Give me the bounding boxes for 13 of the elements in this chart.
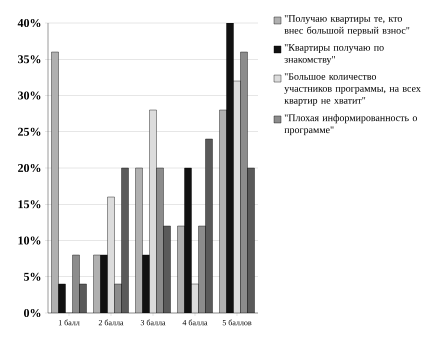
y-tick-label: 30% xyxy=(18,91,40,100)
legend-label: "Получаю квартиры те, кто внес большой первый взнос" xyxy=(284,15,410,36)
legend-label: "Плохая информированность о программе" xyxy=(284,114,417,136)
y-tick-label: 0% xyxy=(24,308,40,318)
y-tick-label: 10% xyxy=(18,236,40,245)
y-tick-label: 40% xyxy=(18,18,40,28)
legend-label: "Большое количество участников программы, на всех квартир не хватит" xyxy=(284,73,421,106)
y-tick-label: 5% xyxy=(24,272,40,281)
y-tick-label: 25% xyxy=(18,128,40,136)
legend-label: "Квартиры получаю по знакомству" xyxy=(284,44,384,65)
y-tick-label: 20% xyxy=(18,164,40,172)
y-tick-label: 35% xyxy=(18,55,40,64)
y-tick-label: 15% xyxy=(18,200,40,208)
